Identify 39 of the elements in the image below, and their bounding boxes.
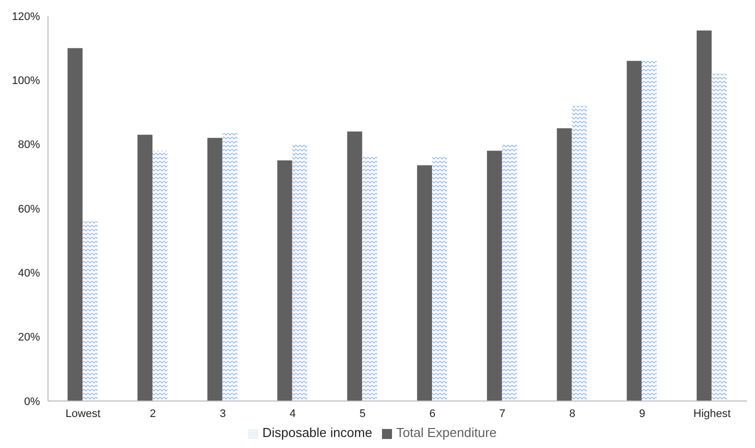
x-tick-label: 8 — [569, 408, 576, 420]
bar — [292, 144, 308, 401]
bar — [696, 30, 712, 401]
y-tick-label: 20% — [18, 332, 40, 344]
bar — [277, 160, 292, 401]
y-tick-label: 100% — [12, 75, 40, 88]
y-tick-label: 40% — [18, 268, 40, 280]
x-tick-label: 3 — [220, 408, 226, 420]
bar — [82, 221, 98, 401]
x-tick-label: 7 — [499, 408, 506, 420]
bar — [222, 133, 238, 401]
y-tick-label: 120% — [12, 10, 40, 23]
y-tick-label: 80% — [18, 139, 40, 152]
bar — [626, 60, 642, 401]
bar — [362, 156, 378, 401]
x-tick-label: 2 — [150, 408, 156, 420]
bar — [642, 60, 657, 401]
bar — [712, 74, 727, 401]
bar — [152, 150, 168, 401]
bar — [347, 132, 362, 401]
x-tick-label: Lowest — [66, 408, 100, 420]
bar — [207, 138, 222, 401]
x-tick-label: 5 — [359, 408, 366, 420]
legend-label: Disposable income — [262, 425, 372, 440]
legend-label: Total Expenditure — [396, 425, 497, 440]
y-tick-label: 60% — [18, 203, 40, 216]
x-tick-label: 6 — [429, 408, 436, 420]
bar — [572, 106, 587, 401]
bar — [502, 144, 517, 401]
bar — [556, 128, 572, 401]
bar — [486, 150, 502, 401]
bar — [417, 165, 432, 401]
bar — [432, 157, 448, 401]
x-tick-label: 9 — [639, 408, 646, 420]
x-tick-label: 4 — [290, 408, 296, 420]
bar — [68, 48, 83, 401]
x-tick-label: Highest — [693, 408, 731, 420]
bar — [137, 134, 152, 401]
y-tick-label: 0% — [24, 396, 40, 408]
